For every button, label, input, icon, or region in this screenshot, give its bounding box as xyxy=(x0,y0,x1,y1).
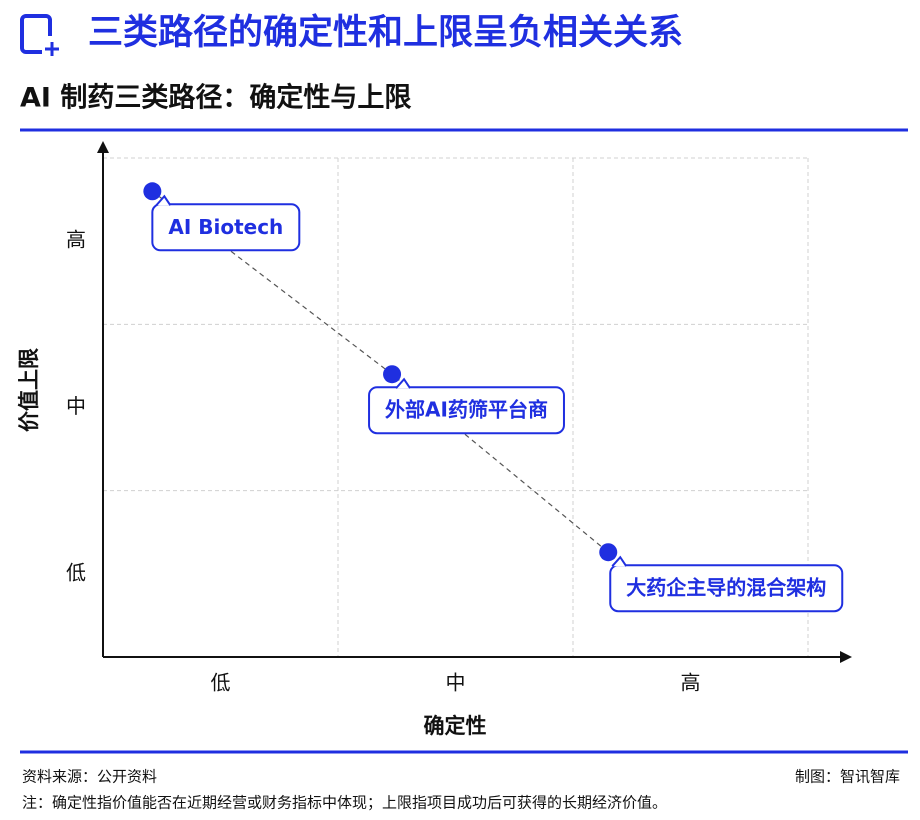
note: 注：确定性指价值能否在近期经营或财务指标中体现；上限指项目成功后可获得的长期经济… xyxy=(22,794,667,812)
callout-label: AI Biotech xyxy=(168,215,283,239)
callout-tail xyxy=(611,555,628,567)
credit: 制图：智讯智库 xyxy=(795,768,900,786)
logo-icon xyxy=(20,14,59,56)
source: 资料来源：公开资料 xyxy=(22,768,157,786)
point xyxy=(143,182,162,201)
callout-label: 大药企主导的混合架构 xyxy=(626,576,826,600)
plot: 低中高低中高AI Biotech外部AI药筛平台商大药企主导的混合架构 xyxy=(66,141,852,695)
callout: 外部AI药筛平台商 xyxy=(368,377,565,435)
callout-box xyxy=(609,564,844,613)
callout: 大药企主导的混合架构 xyxy=(609,555,844,613)
subtitle: AI 制药三类路径：确定性与上限 xyxy=(20,82,411,114)
x-tick-label: 高 xyxy=(681,671,701,695)
callout-tail xyxy=(155,194,172,206)
x-axis-arrow xyxy=(840,651,852,663)
point xyxy=(383,365,402,384)
point xyxy=(599,543,618,562)
callout-box xyxy=(151,203,301,252)
title: 三类路径的确定性和上限呈负相关关系 xyxy=(88,13,683,53)
y-axis-label: 价值上限 xyxy=(17,348,41,432)
y-tick-label: 低 xyxy=(66,560,86,584)
x-axis-label: 确定性 xyxy=(424,714,487,738)
callout-box xyxy=(368,386,565,435)
y-tick-label: 高 xyxy=(66,228,86,252)
callout-label: 外部AI药筛平台商 xyxy=(385,398,548,422)
x-tick-label: 低 xyxy=(211,671,231,695)
y-axis-arrow xyxy=(97,141,109,153)
callout-tail xyxy=(395,377,411,389)
x-tick-label: 中 xyxy=(446,671,466,695)
callout: AI Biotech xyxy=(151,194,301,252)
y-tick-label: 中 xyxy=(66,394,86,418)
